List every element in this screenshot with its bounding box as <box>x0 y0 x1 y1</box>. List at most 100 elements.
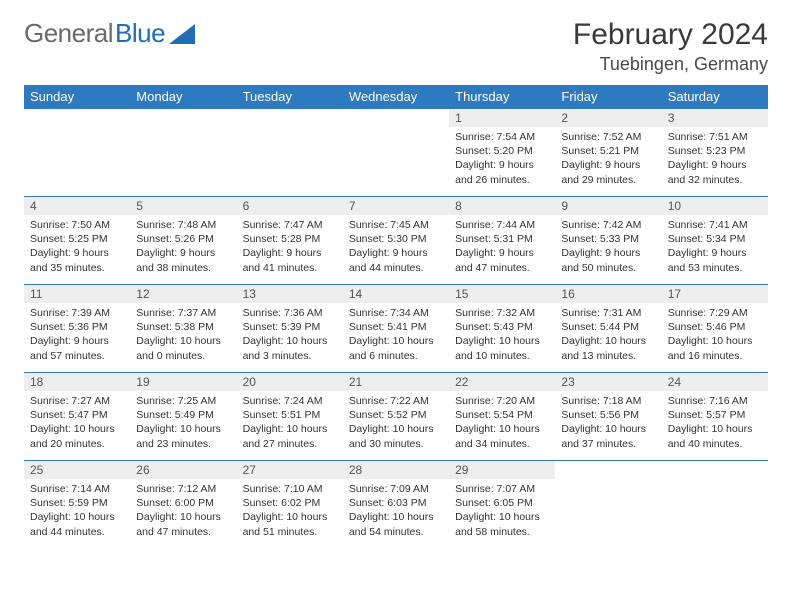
calendar-day-cell: 2Sunrise: 7:52 AMSunset: 5:21 PMDaylight… <box>555 109 661 197</box>
day-details: Sunrise: 7:09 AMSunset: 6:03 PMDaylight:… <box>343 479 449 543</box>
daylight-line: Daylight: 10 hours and 20 minutes. <box>30 422 124 450</box>
weekday-header: Monday <box>130 85 236 109</box>
sunrise-line: Sunrise: 7:32 AM <box>455 306 549 320</box>
day-number: 20 <box>237 373 343 391</box>
brand-triangle-icon <box>169 24 195 44</box>
calendar-day-cell: 20Sunrise: 7:24 AMSunset: 5:51 PMDayligh… <box>237 373 343 461</box>
sunset-line: Sunset: 5:44 PM <box>561 320 655 334</box>
day-details: Sunrise: 7:32 AMSunset: 5:43 PMDaylight:… <box>449 303 555 367</box>
day-details: Sunrise: 7:22 AMSunset: 5:52 PMDaylight:… <box>343 391 449 455</box>
sunset-line: Sunset: 5:43 PM <box>455 320 549 334</box>
calendar-day-cell: 15Sunrise: 7:32 AMSunset: 5:43 PMDayligh… <box>449 285 555 373</box>
sunrise-line: Sunrise: 7:18 AM <box>561 394 655 408</box>
calendar-day-cell <box>237 109 343 197</box>
sunset-line: Sunset: 6:02 PM <box>243 496 337 510</box>
sunset-line: Sunset: 5:54 PM <box>455 408 549 422</box>
day-details: Sunrise: 7:48 AMSunset: 5:26 PMDaylight:… <box>130 215 236 279</box>
sunrise-line: Sunrise: 7:50 AM <box>30 218 124 232</box>
day-number: 14 <box>343 285 449 303</box>
daylight-line: Daylight: 9 hours and 50 minutes. <box>561 246 655 274</box>
calendar-day-cell <box>662 461 768 549</box>
day-details: Sunrise: 7:14 AMSunset: 5:59 PMDaylight:… <box>24 479 130 543</box>
daylight-line: Daylight: 10 hours and 3 minutes. <box>243 334 337 362</box>
sunset-line: Sunset: 5:28 PM <box>243 232 337 246</box>
sunrise-line: Sunrise: 7:52 AM <box>561 130 655 144</box>
day-number: 2 <box>555 109 661 127</box>
sunrise-line: Sunrise: 7:41 AM <box>668 218 762 232</box>
calendar-day-cell: 28Sunrise: 7:09 AMSunset: 6:03 PMDayligh… <box>343 461 449 549</box>
sunrise-line: Sunrise: 7:44 AM <box>455 218 549 232</box>
day-details: Sunrise: 7:54 AMSunset: 5:20 PMDaylight:… <box>449 127 555 191</box>
sunset-line: Sunset: 5:26 PM <box>136 232 230 246</box>
calendar-week-row: 18Sunrise: 7:27 AMSunset: 5:47 PMDayligh… <box>24 373 768 461</box>
day-details: Sunrise: 7:44 AMSunset: 5:31 PMDaylight:… <box>449 215 555 279</box>
calendar-day-cell: 29Sunrise: 7:07 AMSunset: 6:05 PMDayligh… <box>449 461 555 549</box>
day-number: 1 <box>449 109 555 127</box>
daylight-line: Daylight: 10 hours and 37 minutes. <box>561 422 655 450</box>
day-details: Sunrise: 7:39 AMSunset: 5:36 PMDaylight:… <box>24 303 130 367</box>
sunrise-line: Sunrise: 7:51 AM <box>668 130 762 144</box>
day-number: 25 <box>24 461 130 479</box>
day-details: Sunrise: 7:47 AMSunset: 5:28 PMDaylight:… <box>237 215 343 279</box>
day-details: Sunrise: 7:34 AMSunset: 5:41 PMDaylight:… <box>343 303 449 367</box>
weekday-header: Friday <box>555 85 661 109</box>
sunrise-line: Sunrise: 7:24 AM <box>243 394 337 408</box>
day-details: Sunrise: 7:45 AMSunset: 5:30 PMDaylight:… <box>343 215 449 279</box>
day-number: 15 <box>449 285 555 303</box>
sunrise-line: Sunrise: 7:07 AM <box>455 482 549 496</box>
daylight-line: Daylight: 10 hours and 47 minutes. <box>136 510 230 538</box>
weekday-header: Sunday <box>24 85 130 109</box>
day-details: Sunrise: 7:20 AMSunset: 5:54 PMDaylight:… <box>449 391 555 455</box>
weekday-header: Saturday <box>662 85 768 109</box>
calendar-day-cell: 3Sunrise: 7:51 AMSunset: 5:23 PMDaylight… <box>662 109 768 197</box>
sunset-line: Sunset: 5:23 PM <box>668 144 762 158</box>
sunrise-line: Sunrise: 7:48 AM <box>136 218 230 232</box>
weekday-header: Thursday <box>449 85 555 109</box>
daylight-line: Daylight: 10 hours and 10 minutes. <box>455 334 549 362</box>
day-details: Sunrise: 7:42 AMSunset: 5:33 PMDaylight:… <box>555 215 661 279</box>
daylight-line: Daylight: 10 hours and 30 minutes. <box>349 422 443 450</box>
calendar-body: 1Sunrise: 7:54 AMSunset: 5:20 PMDaylight… <box>24 109 768 549</box>
sunrise-line: Sunrise: 7:29 AM <box>668 306 762 320</box>
day-number: 21 <box>343 373 449 391</box>
daylight-line: Daylight: 10 hours and 13 minutes. <box>561 334 655 362</box>
calendar-page: GeneralBlue February 2024 Tuebingen, Ger… <box>0 0 792 567</box>
sunset-line: Sunset: 5:30 PM <box>349 232 443 246</box>
calendar-day-cell <box>555 461 661 549</box>
daylight-line: Daylight: 9 hours and 53 minutes. <box>668 246 762 274</box>
weekday-header: Wednesday <box>343 85 449 109</box>
calendar-week-row: 11Sunrise: 7:39 AMSunset: 5:36 PMDayligh… <box>24 285 768 373</box>
sunrise-line: Sunrise: 7:10 AM <box>243 482 337 496</box>
daylight-line: Daylight: 10 hours and 51 minutes. <box>243 510 337 538</box>
calendar-day-cell: 10Sunrise: 7:41 AMSunset: 5:34 PMDayligh… <box>662 197 768 285</box>
day-number: 10 <box>662 197 768 215</box>
calendar-day-cell: 5Sunrise: 7:48 AMSunset: 5:26 PMDaylight… <box>130 197 236 285</box>
daylight-line: Daylight: 10 hours and 58 minutes. <box>455 510 549 538</box>
day-details: Sunrise: 7:41 AMSunset: 5:34 PMDaylight:… <box>662 215 768 279</box>
day-number: 3 <box>662 109 768 127</box>
day-details: Sunrise: 7:51 AMSunset: 5:23 PMDaylight:… <box>662 127 768 191</box>
sunset-line: Sunset: 5:31 PM <box>455 232 549 246</box>
day-number: 4 <box>24 197 130 215</box>
daylight-line: Daylight: 9 hours and 41 minutes. <box>243 246 337 274</box>
sunrise-line: Sunrise: 7:31 AM <box>561 306 655 320</box>
brand-logo: GeneralBlue <box>24 18 195 49</box>
sunset-line: Sunset: 5:59 PM <box>30 496 124 510</box>
sunset-line: Sunset: 5:47 PM <box>30 408 124 422</box>
day-number: 12 <box>130 285 236 303</box>
day-details: Sunrise: 7:18 AMSunset: 5:56 PMDaylight:… <box>555 391 661 455</box>
calendar-day-cell: 27Sunrise: 7:10 AMSunset: 6:02 PMDayligh… <box>237 461 343 549</box>
sunset-line: Sunset: 5:49 PM <box>136 408 230 422</box>
daylight-line: Daylight: 10 hours and 27 minutes. <box>243 422 337 450</box>
sunset-line: Sunset: 6:03 PM <box>349 496 443 510</box>
day-number: 24 <box>662 373 768 391</box>
sunrise-line: Sunrise: 7:16 AM <box>668 394 762 408</box>
daylight-line: Daylight: 10 hours and 34 minutes. <box>455 422 549 450</box>
sunrise-line: Sunrise: 7:54 AM <box>455 130 549 144</box>
day-details: Sunrise: 7:29 AMSunset: 5:46 PMDaylight:… <box>662 303 768 367</box>
day-details: Sunrise: 7:37 AMSunset: 5:38 PMDaylight:… <box>130 303 236 367</box>
title-block: February 2024 Tuebingen, Germany <box>573 18 768 75</box>
calendar-day-cell: 9Sunrise: 7:42 AMSunset: 5:33 PMDaylight… <box>555 197 661 285</box>
header: GeneralBlue February 2024 Tuebingen, Ger… <box>24 18 768 75</box>
day-number: 7 <box>343 197 449 215</box>
